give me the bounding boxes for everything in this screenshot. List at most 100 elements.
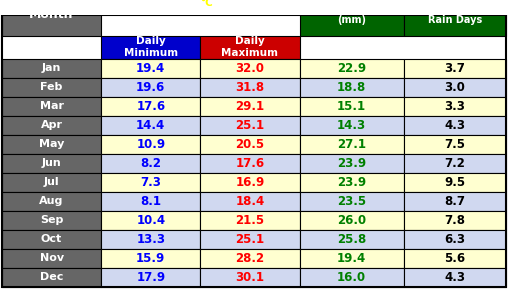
Text: Oct: Oct [41, 234, 62, 244]
Bar [404, 135, 506, 154]
Bar [2, 78, 101, 97]
Text: 7.8: 7.8 [444, 213, 465, 226]
Bar [101, 230, 200, 249]
Bar [404, 97, 506, 116]
Bar [101, 0, 300, 13]
Text: 19.4: 19.4 [136, 62, 165, 75]
Text: Mean Total Rainfall
(mm): Mean Total Rainfall (mm) [299, 3, 404, 25]
Text: 31.8: 31.8 [236, 81, 265, 94]
Text: Sep: Sep [40, 215, 63, 225]
Bar [300, 173, 404, 192]
Text: 17.6: 17.6 [136, 100, 165, 113]
Bar [2, 230, 101, 249]
Bar [101, 78, 200, 97]
Text: 15.9: 15.9 [136, 252, 165, 265]
Bar [200, 249, 300, 268]
Bar [300, 268, 404, 287]
Bar [404, 154, 506, 173]
Bar [200, 135, 300, 154]
Text: 32.0: 32.0 [236, 62, 265, 75]
Bar [300, 116, 404, 135]
Text: 18.8: 18.8 [337, 81, 366, 94]
Bar [300, 192, 404, 210]
Text: 10.4: 10.4 [136, 213, 165, 226]
Bar [200, 268, 300, 287]
Text: 27.1: 27.1 [337, 138, 366, 151]
Bar [101, 249, 200, 268]
Bar [2, 210, 101, 230]
Text: 7.3: 7.3 [140, 176, 161, 189]
Text: 25.1: 25.1 [236, 119, 265, 132]
Text: Aug: Aug [39, 196, 64, 206]
Text: 17.9: 17.9 [136, 271, 165, 284]
Bar [300, 0, 404, 36]
Text: 10.9: 10.9 [136, 138, 165, 151]
Text: 14.3: 14.3 [337, 119, 366, 132]
Text: Dec: Dec [40, 272, 63, 282]
Bar [404, 230, 506, 249]
Text: 16.9: 16.9 [236, 176, 265, 189]
Text: 4.3: 4.3 [444, 271, 465, 284]
Text: 30.1: 30.1 [236, 271, 265, 284]
Bar [101, 59, 200, 78]
Text: °C: °C [200, 0, 213, 8]
Text: 13.3: 13.3 [136, 233, 165, 246]
Text: 25.8: 25.8 [337, 233, 366, 246]
Text: Mean Number of
Rain Days: Mean Number of Rain Days [409, 3, 500, 25]
Text: Nov: Nov [39, 253, 63, 263]
Bar [300, 154, 404, 173]
Bar [101, 116, 200, 135]
Text: 18.4: 18.4 [236, 194, 265, 207]
Text: 29.1: 29.1 [236, 100, 265, 113]
Bar [101, 36, 200, 59]
Text: 23.9: 23.9 [337, 157, 366, 170]
Bar [2, 135, 101, 154]
Text: 5.6: 5.6 [444, 252, 465, 265]
Bar [101, 192, 200, 210]
Text: 6.3: 6.3 [444, 233, 465, 246]
Bar [300, 97, 404, 116]
Bar [2, 59, 101, 78]
Bar [2, 0, 101, 36]
Bar [101, 173, 200, 192]
Text: 9.5: 9.5 [444, 176, 465, 189]
Text: 8.2: 8.2 [140, 157, 161, 170]
Bar [2, 116, 101, 135]
Text: Daily
Minimum: Daily Minimum [124, 36, 178, 58]
Text: 26.0: 26.0 [337, 213, 366, 226]
Text: 20.5: 20.5 [236, 138, 265, 151]
Text: 25.1: 25.1 [236, 233, 265, 246]
Text: Jul: Jul [44, 177, 59, 187]
Bar [2, 97, 101, 116]
Bar [404, 192, 506, 210]
Text: 3.0: 3.0 [444, 81, 465, 94]
Text: 22.9: 22.9 [337, 62, 366, 75]
Text: 7.2: 7.2 [444, 157, 465, 170]
Bar [300, 59, 404, 78]
Bar [404, 210, 506, 230]
Text: 3.3: 3.3 [444, 100, 465, 113]
Bar [300, 249, 404, 268]
Bar [101, 97, 200, 116]
Text: 8.1: 8.1 [140, 194, 161, 207]
Text: 19.4: 19.4 [337, 252, 366, 265]
Bar [404, 78, 506, 97]
Bar [200, 78, 300, 97]
Bar [101, 135, 200, 154]
Bar [101, 210, 200, 230]
Bar [2, 154, 101, 173]
Bar [101, 154, 200, 173]
Bar [200, 36, 300, 59]
Text: 23.9: 23.9 [337, 176, 366, 189]
Text: 19.6: 19.6 [136, 81, 165, 94]
Text: 28.2: 28.2 [236, 252, 265, 265]
Text: 4.3: 4.3 [444, 119, 465, 132]
Bar [404, 0, 506, 36]
Bar [200, 230, 300, 249]
Text: Apr: Apr [40, 120, 62, 130]
Bar [200, 192, 300, 210]
Bar [2, 173, 101, 192]
Bar [300, 78, 404, 97]
Text: Month: Month [29, 8, 74, 20]
Bar [200, 154, 300, 173]
